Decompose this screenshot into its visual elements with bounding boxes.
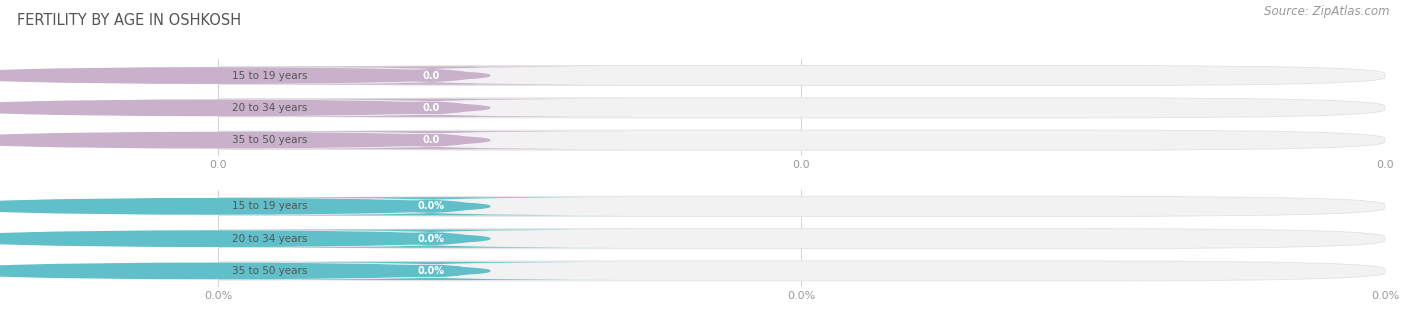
FancyBboxPatch shape: [218, 98, 1385, 118]
Text: 0.0: 0.0: [423, 135, 440, 145]
Text: 15 to 19 years: 15 to 19 years: [232, 201, 308, 211]
Text: 0.0%: 0.0%: [418, 201, 444, 211]
FancyBboxPatch shape: [201, 67, 475, 84]
FancyBboxPatch shape: [201, 230, 475, 248]
FancyBboxPatch shape: [218, 130, 1385, 150]
FancyBboxPatch shape: [218, 229, 1385, 249]
Circle shape: [0, 231, 489, 246]
FancyBboxPatch shape: [233, 230, 630, 248]
Circle shape: [0, 199, 489, 214]
FancyBboxPatch shape: [233, 262, 630, 280]
FancyBboxPatch shape: [201, 131, 475, 149]
FancyBboxPatch shape: [233, 99, 630, 117]
Text: 0.0%: 0.0%: [418, 266, 444, 276]
FancyBboxPatch shape: [233, 197, 630, 215]
FancyBboxPatch shape: [201, 197, 475, 215]
Circle shape: [0, 132, 489, 148]
Text: 15 to 19 years: 15 to 19 years: [232, 71, 308, 81]
Circle shape: [0, 100, 489, 115]
FancyBboxPatch shape: [218, 196, 1385, 216]
FancyBboxPatch shape: [218, 261, 1385, 281]
FancyBboxPatch shape: [218, 66, 1385, 85]
Text: 35 to 50 years: 35 to 50 years: [232, 135, 308, 145]
FancyBboxPatch shape: [233, 131, 630, 149]
Text: FERTILITY BY AGE IN OSHKOSH: FERTILITY BY AGE IN OSHKOSH: [17, 13, 240, 28]
FancyBboxPatch shape: [201, 99, 475, 117]
Circle shape: [0, 68, 489, 83]
Text: 0.0%: 0.0%: [418, 234, 444, 244]
Text: 35 to 50 years: 35 to 50 years: [232, 266, 308, 276]
Text: Source: ZipAtlas.com: Source: ZipAtlas.com: [1264, 5, 1389, 18]
Text: 20 to 34 years: 20 to 34 years: [232, 234, 308, 244]
Text: 20 to 34 years: 20 to 34 years: [232, 103, 308, 113]
Text: 0.0: 0.0: [423, 103, 440, 113]
Circle shape: [0, 263, 489, 279]
Text: 0.0: 0.0: [423, 71, 440, 81]
FancyBboxPatch shape: [233, 67, 630, 84]
FancyBboxPatch shape: [201, 262, 475, 280]
